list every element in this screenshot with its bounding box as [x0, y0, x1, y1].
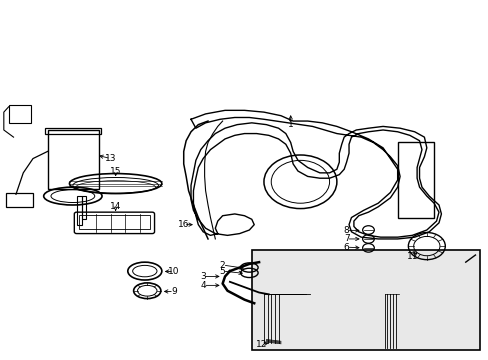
- Bar: [77, 196, 81, 225]
- Bar: [6, 193, 33, 207]
- Text: 13: 13: [105, 154, 116, 163]
- Text: 5: 5: [219, 267, 225, 276]
- Text: 6: 6: [343, 243, 349, 252]
- Bar: [47, 130, 99, 189]
- Bar: [79, 215, 149, 229]
- Text: 8: 8: [343, 226, 349, 235]
- Bar: [81, 196, 86, 219]
- Text: 2: 2: [220, 261, 225, 270]
- Text: 12: 12: [255, 340, 266, 349]
- Text: 7: 7: [343, 234, 349, 243]
- Text: 10: 10: [168, 267, 180, 276]
- Text: 15: 15: [110, 167, 121, 176]
- Bar: [45, 128, 101, 134]
- Text: 14: 14: [110, 202, 121, 211]
- Bar: [9, 105, 30, 123]
- Text: 4: 4: [200, 281, 205, 290]
- Text: 9: 9: [171, 287, 177, 296]
- Bar: [397, 143, 433, 217]
- Text: 11: 11: [406, 252, 417, 261]
- Text: 1: 1: [287, 120, 293, 129]
- Text: 3: 3: [200, 272, 205, 281]
- Bar: [251, 249, 479, 350]
- Text: 16: 16: [178, 220, 189, 229]
